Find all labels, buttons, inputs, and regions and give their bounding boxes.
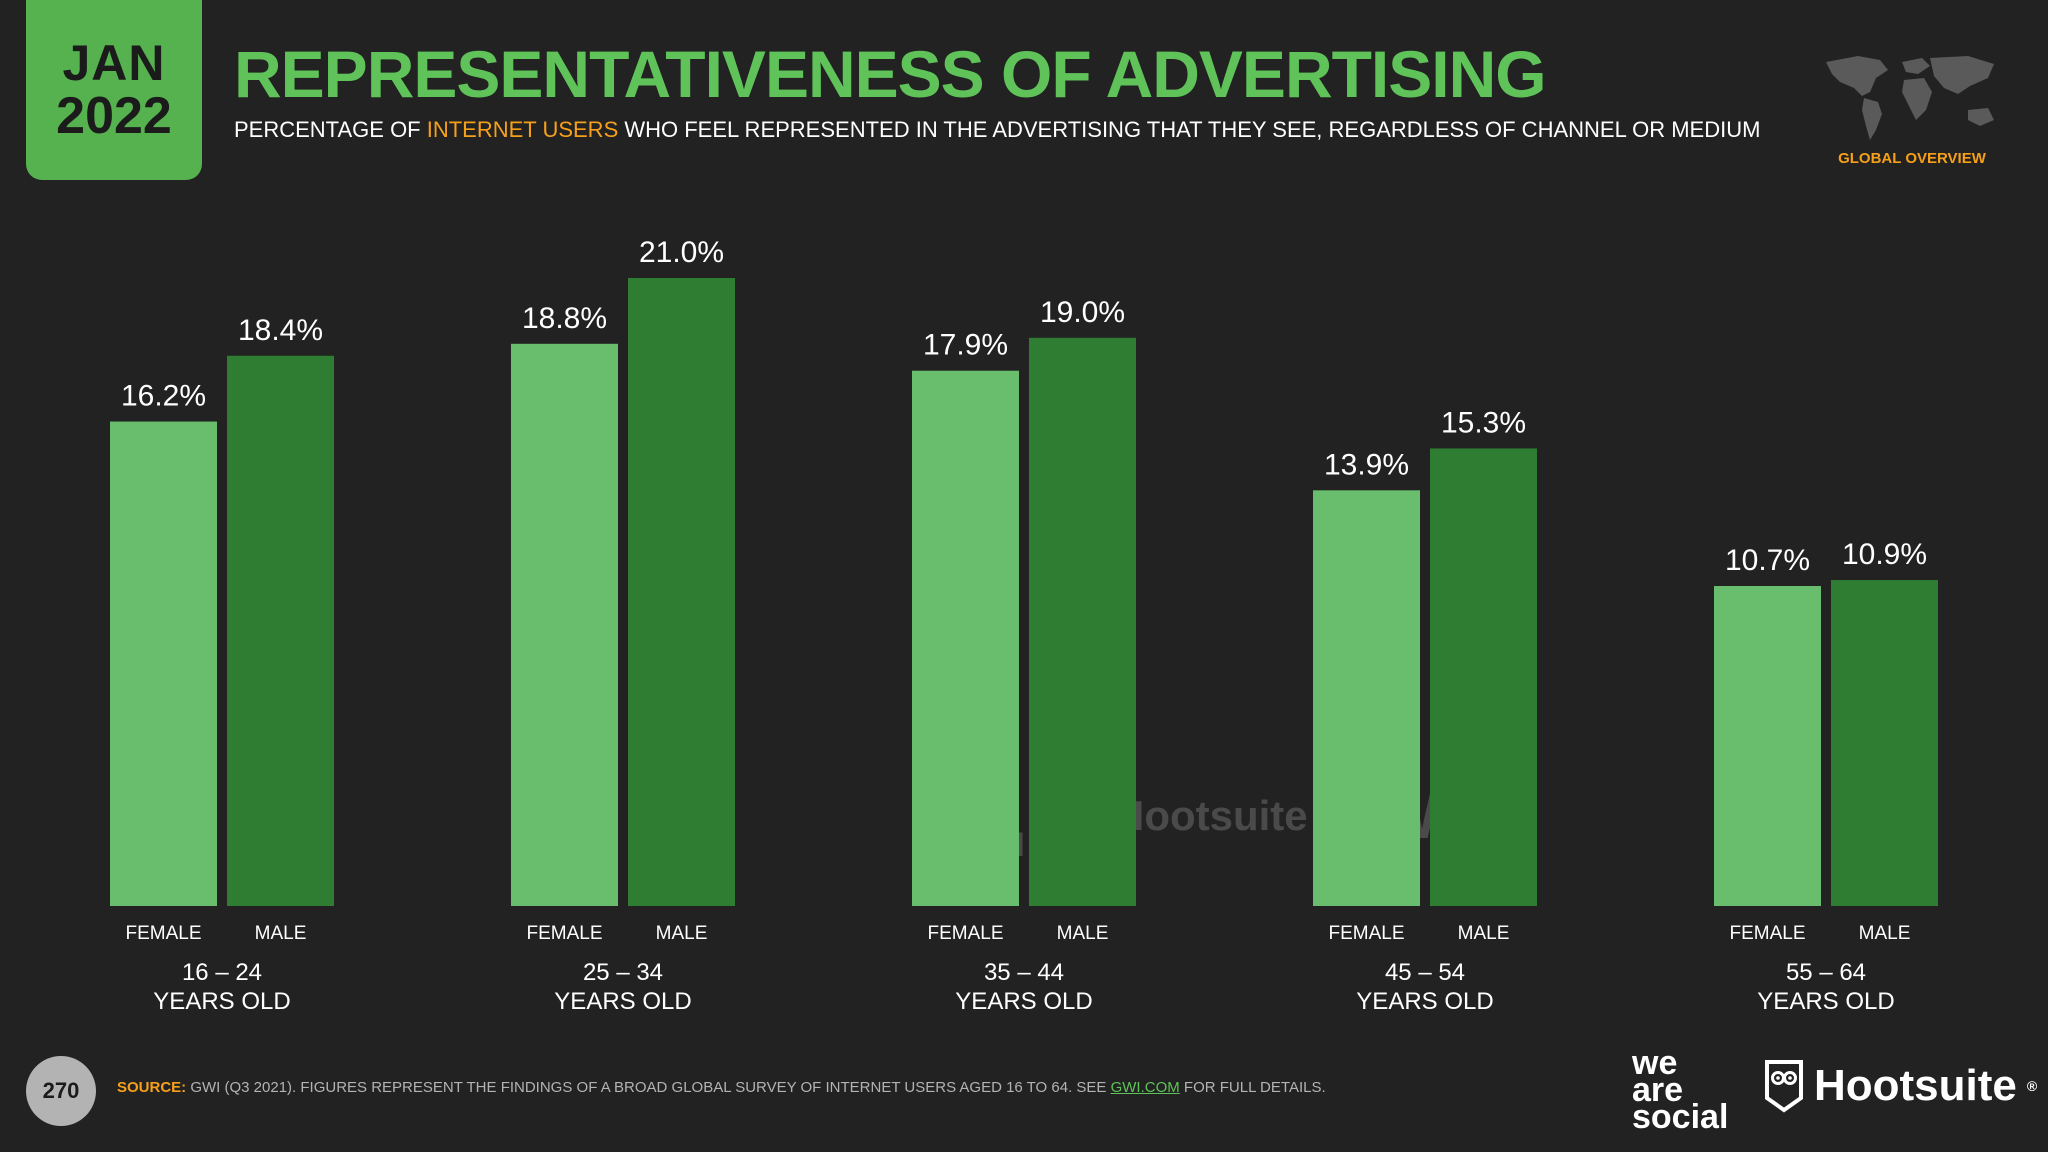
page-subtitle: PERCENTAGE OF INTERNET USERS WHO FEEL RE… xyxy=(234,117,1760,143)
category-label-4-line-2: YEARS OLD xyxy=(1356,988,1493,1015)
data-label-female-3: 17.9% xyxy=(923,329,1008,362)
world-map-icon xyxy=(1818,52,2006,144)
bar-male-3 xyxy=(1029,337,1136,906)
region-label: GLOBAL OVERVIEW xyxy=(1838,150,1986,167)
logo-we: we xyxy=(1632,1044,1678,1082)
category-label-4-line-1: 45 – 54 xyxy=(1385,959,1465,986)
bar-male-5 xyxy=(1831,580,1938,906)
category-label-3-line-2: YEARS OLD xyxy=(955,988,1092,1015)
page-title: REPRESENTATIVENESS OF ADVERTISING xyxy=(234,37,1547,111)
data-label-male-2: 21.0% xyxy=(639,236,724,269)
data-label-female-4: 13.9% xyxy=(1324,448,1409,481)
bar-female-1 xyxy=(110,421,217,906)
wearesocial-logo: we are social xyxy=(1632,1044,1729,1137)
data-label-male-4: 15.3% xyxy=(1441,406,1526,439)
data-label-female-2: 18.8% xyxy=(522,302,607,335)
data-label-male-5: 10.9% xyxy=(1842,538,1927,571)
date-badge-month: JAN xyxy=(62,35,166,91)
series-label-male-3: MALE xyxy=(1057,923,1109,944)
series-label-male-5: MALE xyxy=(1859,923,1911,944)
series-label-male-1: MALE xyxy=(255,923,307,944)
bar-female-4 xyxy=(1313,490,1420,906)
series-label-female-1: FEMALE xyxy=(125,923,201,944)
series-label-female-4: FEMALE xyxy=(1328,923,1404,944)
source-end: FOR FULL DETAILS. xyxy=(1179,1079,1326,1096)
source-label: SOURCE: xyxy=(117,1079,187,1096)
bar-male-2 xyxy=(628,278,735,906)
logo-are: are xyxy=(1632,1071,1684,1110)
logo-hootsuite-mark: ® xyxy=(2026,1078,2038,1094)
series-label-male-2: MALE xyxy=(656,923,708,944)
category-label-2-line-2: YEARS OLD xyxy=(554,988,691,1015)
category-label-1-line-1: 16 – 24 xyxy=(182,959,262,986)
hootsuite-logo: Hootsuite ® xyxy=(1764,1058,2037,1114)
data-label-male-1: 18.4% xyxy=(238,314,323,347)
category-label-2-line-1: 25 – 34 xyxy=(583,959,663,986)
category-label-5-line-2: YEARS OLD xyxy=(1757,988,1894,1015)
watermark-hootsuite-text: Hootsuite xyxy=(1114,792,1308,839)
page-number: 270 xyxy=(26,1056,96,1126)
bar-female-5 xyxy=(1714,586,1821,906)
source-link[interactable]: GWI.COM xyxy=(1110,1079,1180,1096)
bar-female-2 xyxy=(511,343,618,906)
date-badge: JAN 2022 xyxy=(26,0,202,180)
data-label-male-3: 19.0% xyxy=(1040,296,1125,329)
hootsuite-owl-icon xyxy=(1765,1060,1803,1113)
bar-male-1 xyxy=(227,355,334,906)
series-label-female-2: FEMALE xyxy=(526,923,602,944)
series-label-female-3: FEMALE xyxy=(927,923,1003,944)
subtitle-highlight: INTERNET USERS xyxy=(426,117,619,142)
source-text: GWI (Q3 2021). FIGURES REPRESENT THE FIN… xyxy=(186,1079,1111,1096)
bar-female-3 xyxy=(912,370,1019,906)
bar-male-4 xyxy=(1430,448,1537,906)
subtitle-before: PERCENTAGE OF xyxy=(234,117,427,142)
date-badge-year: 2022 xyxy=(56,87,172,145)
source-note: SOURCE: GWI (Q3 2021). FIGURES REPRESENT… xyxy=(117,1079,1326,1096)
category-label-1-line-2: YEARS OLD xyxy=(153,988,290,1015)
data-label-female-1: 16.2% xyxy=(121,380,206,413)
subtitle-after: WHO FEEL REPRESENTED IN THE ADVERTISING … xyxy=(618,117,1761,142)
data-label-female-5: 10.7% xyxy=(1725,544,1810,577)
series-label-male-4: MALE xyxy=(1458,923,1510,944)
series-label-female-5: FEMALE xyxy=(1729,923,1805,944)
category-label-5-line-1: 55 – 64 xyxy=(1786,959,1866,986)
logo-hootsuite-text: Hootsuite xyxy=(1814,1061,2017,1110)
category-label-3-line-1: 35 – 44 xyxy=(984,959,1064,986)
logo-social: social xyxy=(1632,1098,1729,1137)
